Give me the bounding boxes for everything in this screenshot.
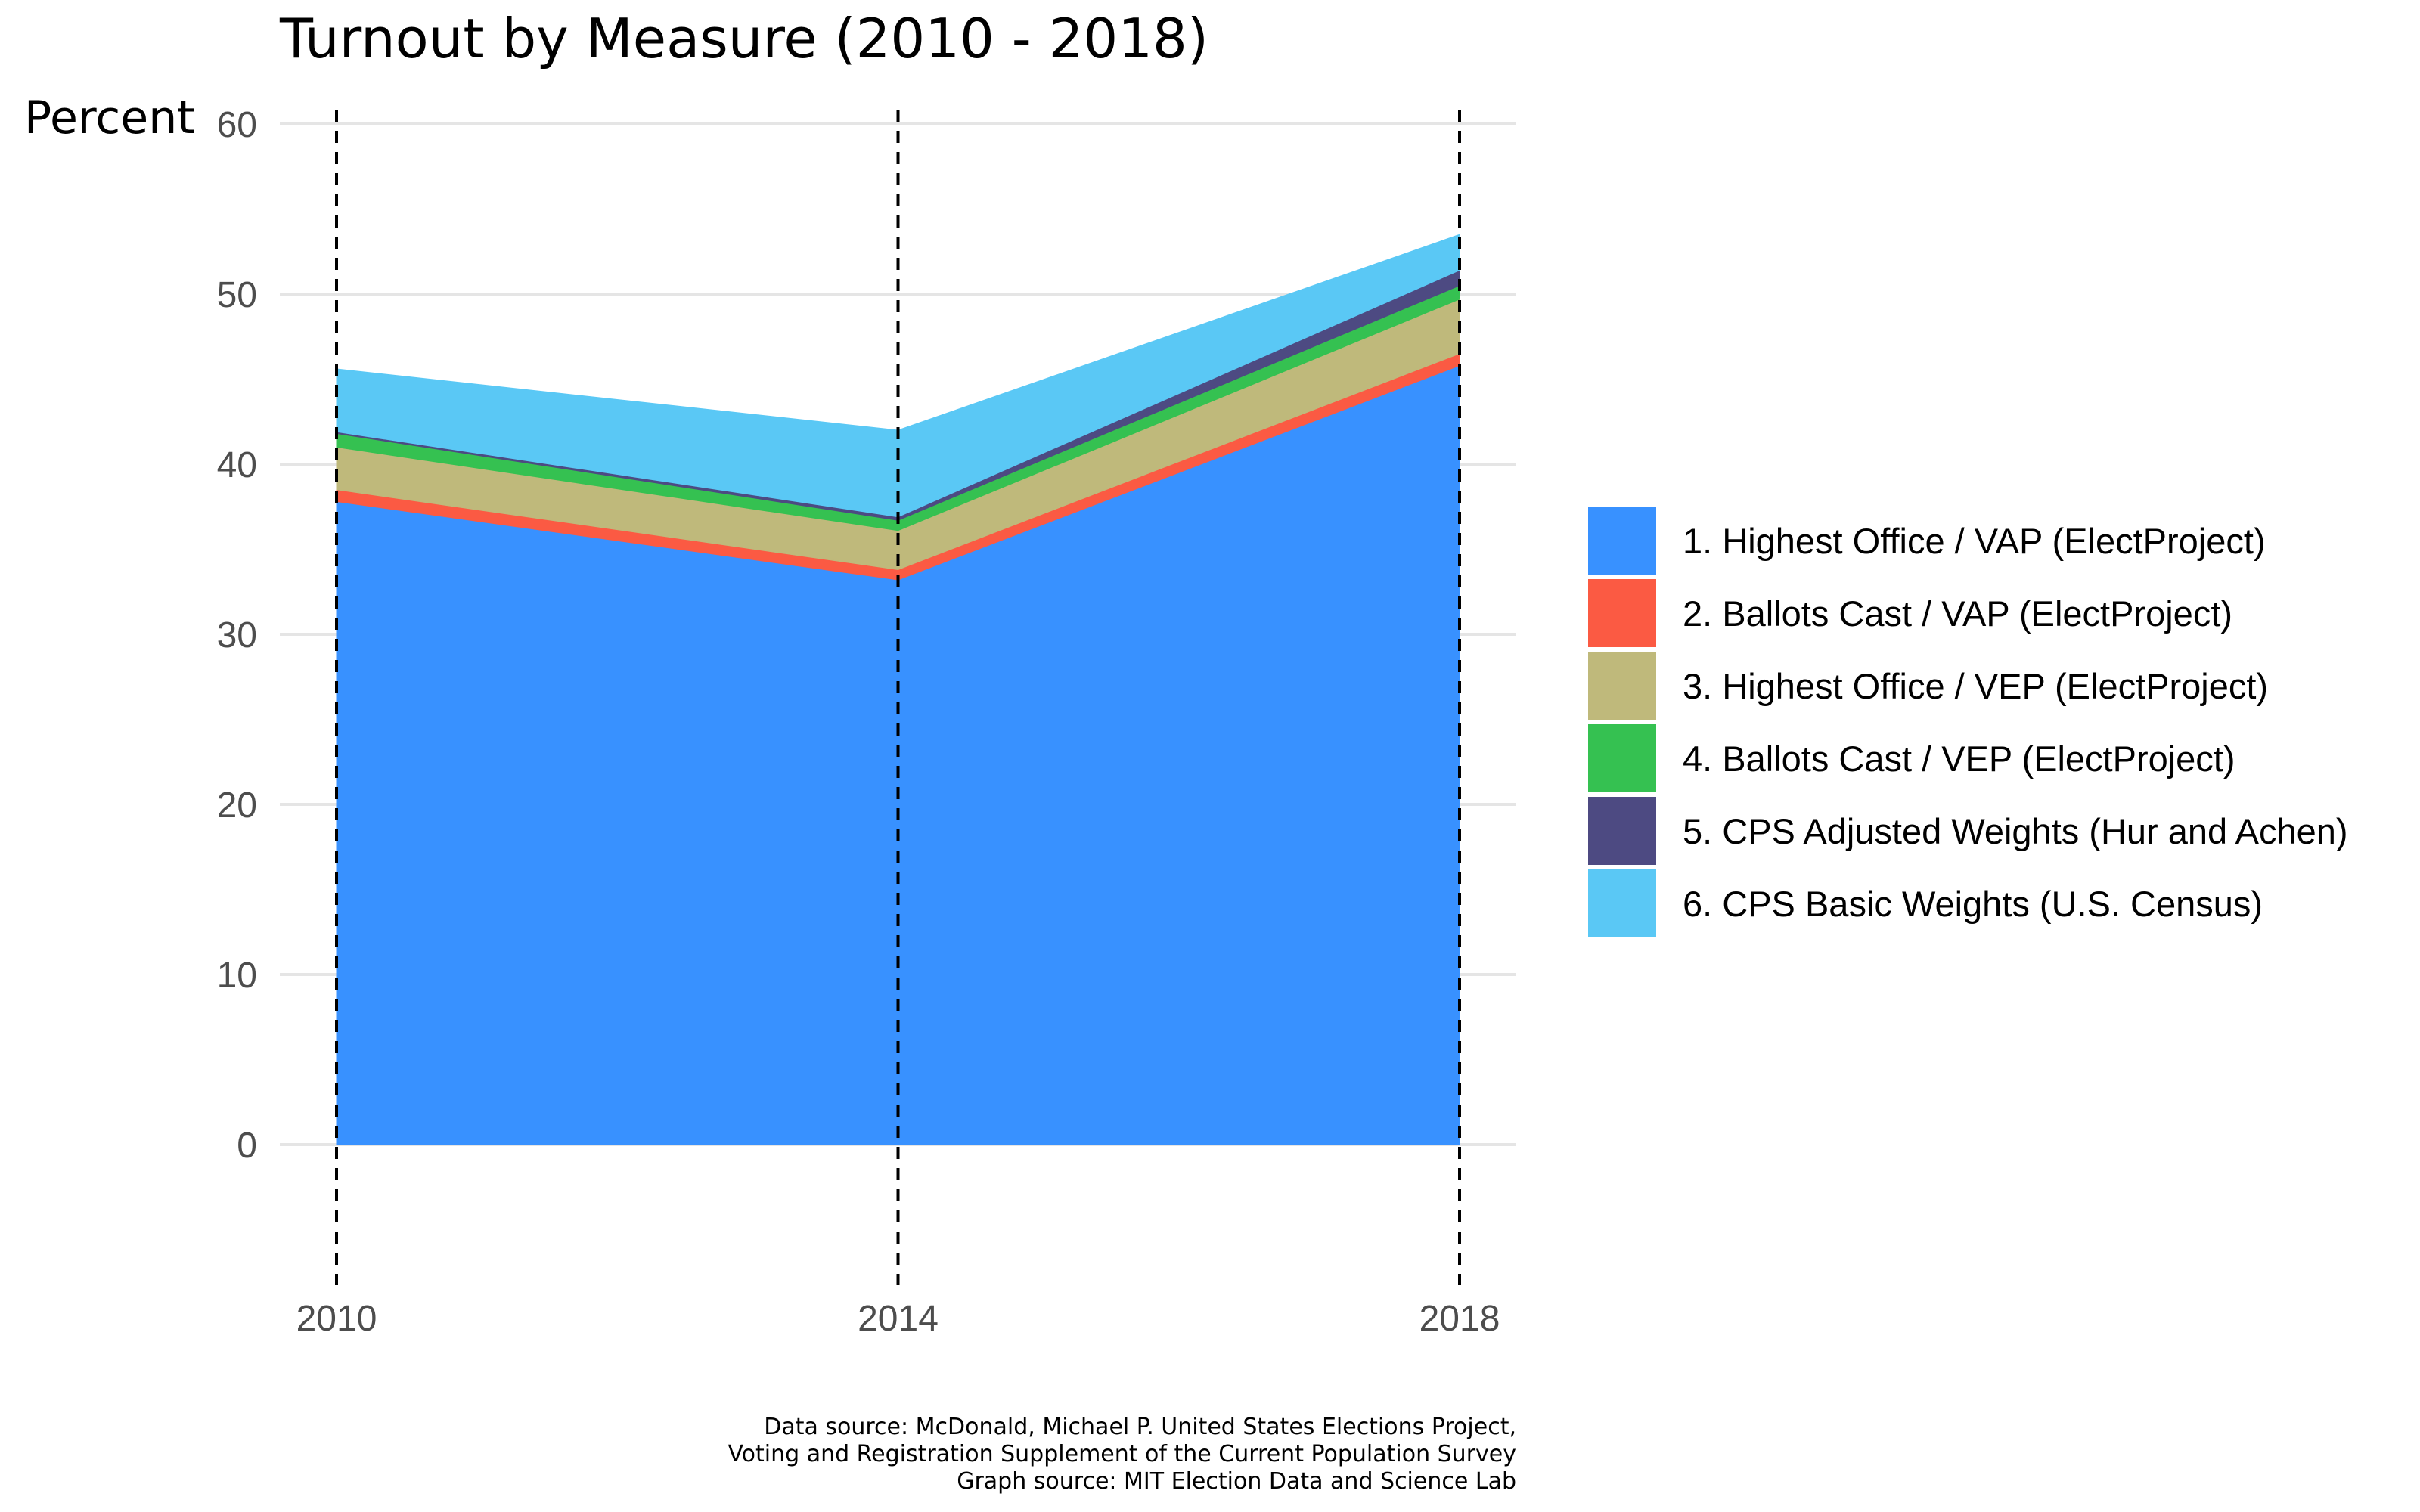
legend-swatch-5 xyxy=(1588,797,1656,865)
y-tick-label: 10 xyxy=(217,956,257,996)
x-tick-label: 2010 xyxy=(296,1299,377,1339)
legend-swatch-4 xyxy=(1588,724,1656,792)
legend-label-6: 6. CPS Basic Weights (U.S. Census) xyxy=(1683,884,2263,924)
y-tick-label: 0 xyxy=(237,1126,257,1166)
legend-swatch-6 xyxy=(1588,869,1656,937)
y-tick-label: 40 xyxy=(217,445,257,485)
caption-line-3: Graph source: MIT Election Data and Scie… xyxy=(957,1468,1516,1495)
legend-swatch-1 xyxy=(1588,507,1656,575)
y-tick-label: 20 xyxy=(217,785,257,826)
legend-swatch-3 xyxy=(1588,652,1656,720)
y-tick-label: 50 xyxy=(217,275,257,315)
chart-title: Turnout by Measure (2010 - 2018) xyxy=(279,7,1208,70)
x-tick-label: 2014 xyxy=(858,1299,939,1339)
x-tick-label: 2018 xyxy=(1419,1299,1500,1339)
x-axis-ticks: 2010 2014 2018 xyxy=(296,1299,1500,1339)
legend-swatch-2 xyxy=(1588,579,1656,647)
legend-label-2: 2. Ballots Cast / VAP (ElectProject) xyxy=(1683,593,2232,634)
data-source-caption: Data source: McDonald, Michael P. United… xyxy=(728,1414,1516,1495)
year-reference-lines xyxy=(335,110,1461,1285)
legend-label-5: 5. CPS Adjusted Weights (Hur and Achen) xyxy=(1683,811,2348,851)
legend-label-3: 3. Highest Office / VEP (ElectProject) xyxy=(1683,666,2268,706)
y-axis-label: Percent xyxy=(24,91,195,144)
y-tick-label: 30 xyxy=(217,615,257,655)
y-axis-ticks: 0 10 20 30 40 50 60 xyxy=(217,105,257,1166)
caption-line-2: Voting and Registration Supplement of th… xyxy=(728,1441,1516,1467)
legend-label-4: 4. Ballots Cast / VEP (ElectProject) xyxy=(1683,739,2235,779)
y-tick-label: 60 xyxy=(217,105,257,145)
legend: 1. Highest Office / VAP (ElectProject) 2.… xyxy=(1588,507,2348,937)
legend-label-1: 1. Highest Office / VAP (ElectProject) xyxy=(1683,521,2266,561)
caption-line-1: Data source: McDonald, Michael P. United… xyxy=(764,1414,1516,1440)
